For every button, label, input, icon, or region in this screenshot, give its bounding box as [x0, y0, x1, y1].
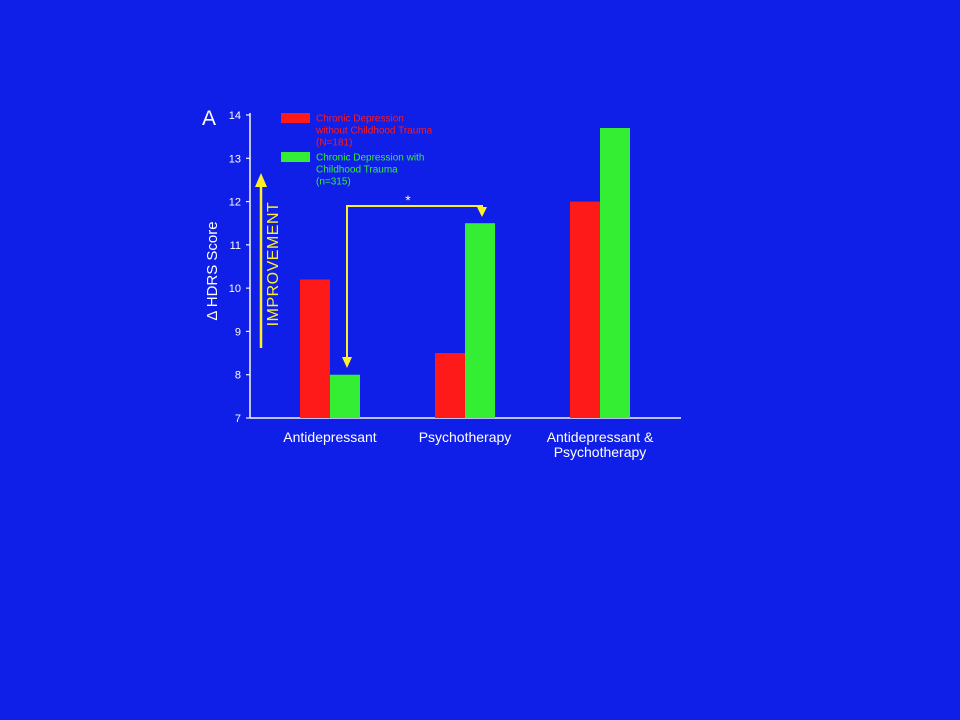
significance-arrowhead-right	[477, 207, 487, 217]
legend-swatch	[281, 152, 310, 162]
x-tick-label: Antidepressant	[283, 429, 377, 445]
y-tick-label: 8	[235, 370, 241, 382]
panel-label: A	[202, 107, 216, 130]
y-tick-label: 10	[229, 283, 241, 295]
bar-without-trauma	[570, 201, 600, 418]
y-axis-label: Δ HDRS Score	[204, 221, 221, 320]
legend-entry: Chronic Depression with Childhood Trauma(…	[316, 153, 424, 188]
x-tick-label: Antidepressant & Psychotherapy	[547, 429, 654, 460]
y-tick-label: 14	[229, 110, 241, 122]
y-tick-label: 9	[235, 326, 241, 338]
bar-with-trauma	[330, 374, 360, 418]
x-tick-label: Psychotherapy	[419, 429, 512, 445]
y-tick-label: 12	[229, 197, 241, 209]
improvement-arrow-head	[255, 173, 267, 187]
bar-without-trauma	[300, 279, 330, 418]
plot-area: 7 8 9 10 11 12 13 14 Antidepressant Psychotherapy…	[229, 110, 681, 460]
improvement-label: IMPROVEMENT	[265, 202, 282, 327]
legend-swatch	[281, 113, 310, 123]
bar-without-trauma	[435, 353, 465, 418]
bar-with-trauma	[465, 223, 495, 418]
significance-marker: *	[405, 192, 411, 208]
y-tick-label: 13	[229, 153, 241, 165]
bar-with-trauma	[600, 127, 630, 418]
legend-entry: Chronic Depression without Childhood Trau…	[315, 114, 433, 149]
y-tick-label: 11	[230, 240, 241, 252]
figure-panel: A Δ HDRS Score 7 8 9 10 11 12 13 14 Antidepressa…	[200, 103, 685, 467]
significance-arrowhead-left	[342, 357, 352, 368]
y-tick-label: 7	[235, 413, 241, 425]
